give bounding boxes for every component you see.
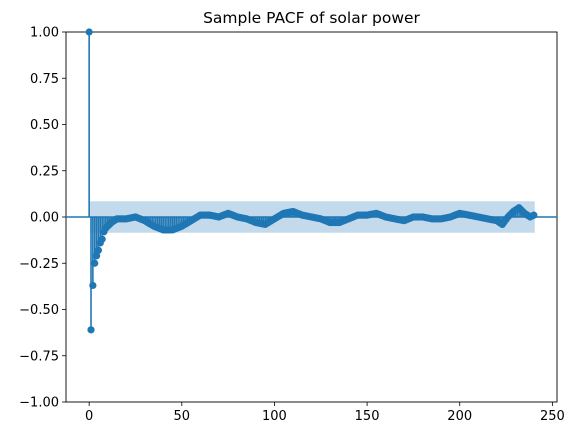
axes-layer: 0 50 100 150 200 250 −1.00 −0.75 −0.50 −0.25 0.00 0…: [19, 26, 565, 425]
y-tick-label: 0.25: [30, 164, 59, 179]
x-tick-label: 50: [174, 409, 191, 424]
x-tick-label: 0: [85, 409, 93, 424]
y-tick-label: −0.75: [19, 349, 59, 364]
stem-marker: [98, 235, 106, 243]
y-tick-label: −0.50: [19, 303, 59, 318]
chart-title: Sample PACF of solar power: [203, 9, 420, 27]
x-tick-label: 200: [447, 409, 472, 424]
x-tick-label: 150: [355, 409, 380, 424]
stem-marker: [89, 281, 97, 290]
stems-layer: [66, 28, 557, 334]
stem-marker: [85, 28, 93, 36]
y-tick-label: 0.50: [30, 118, 59, 133]
y-tick-label: 0.00: [30, 211, 59, 226]
y-tick-label: −1.00: [19, 396, 59, 411]
stem-marker: [92, 252, 101, 260]
stem-marker: [94, 246, 103, 254]
x-tick-label: 100: [262, 409, 287, 424]
stem-marker: [87, 326, 95, 334]
y-tick-label: 0.75: [30, 72, 59, 87]
x-tick-label: 250: [540, 409, 565, 424]
stem-marker: [91, 259, 99, 267]
y-tick-label: 1.00: [30, 26, 59, 41]
y-tick-label: −0.25: [19, 257, 59, 272]
